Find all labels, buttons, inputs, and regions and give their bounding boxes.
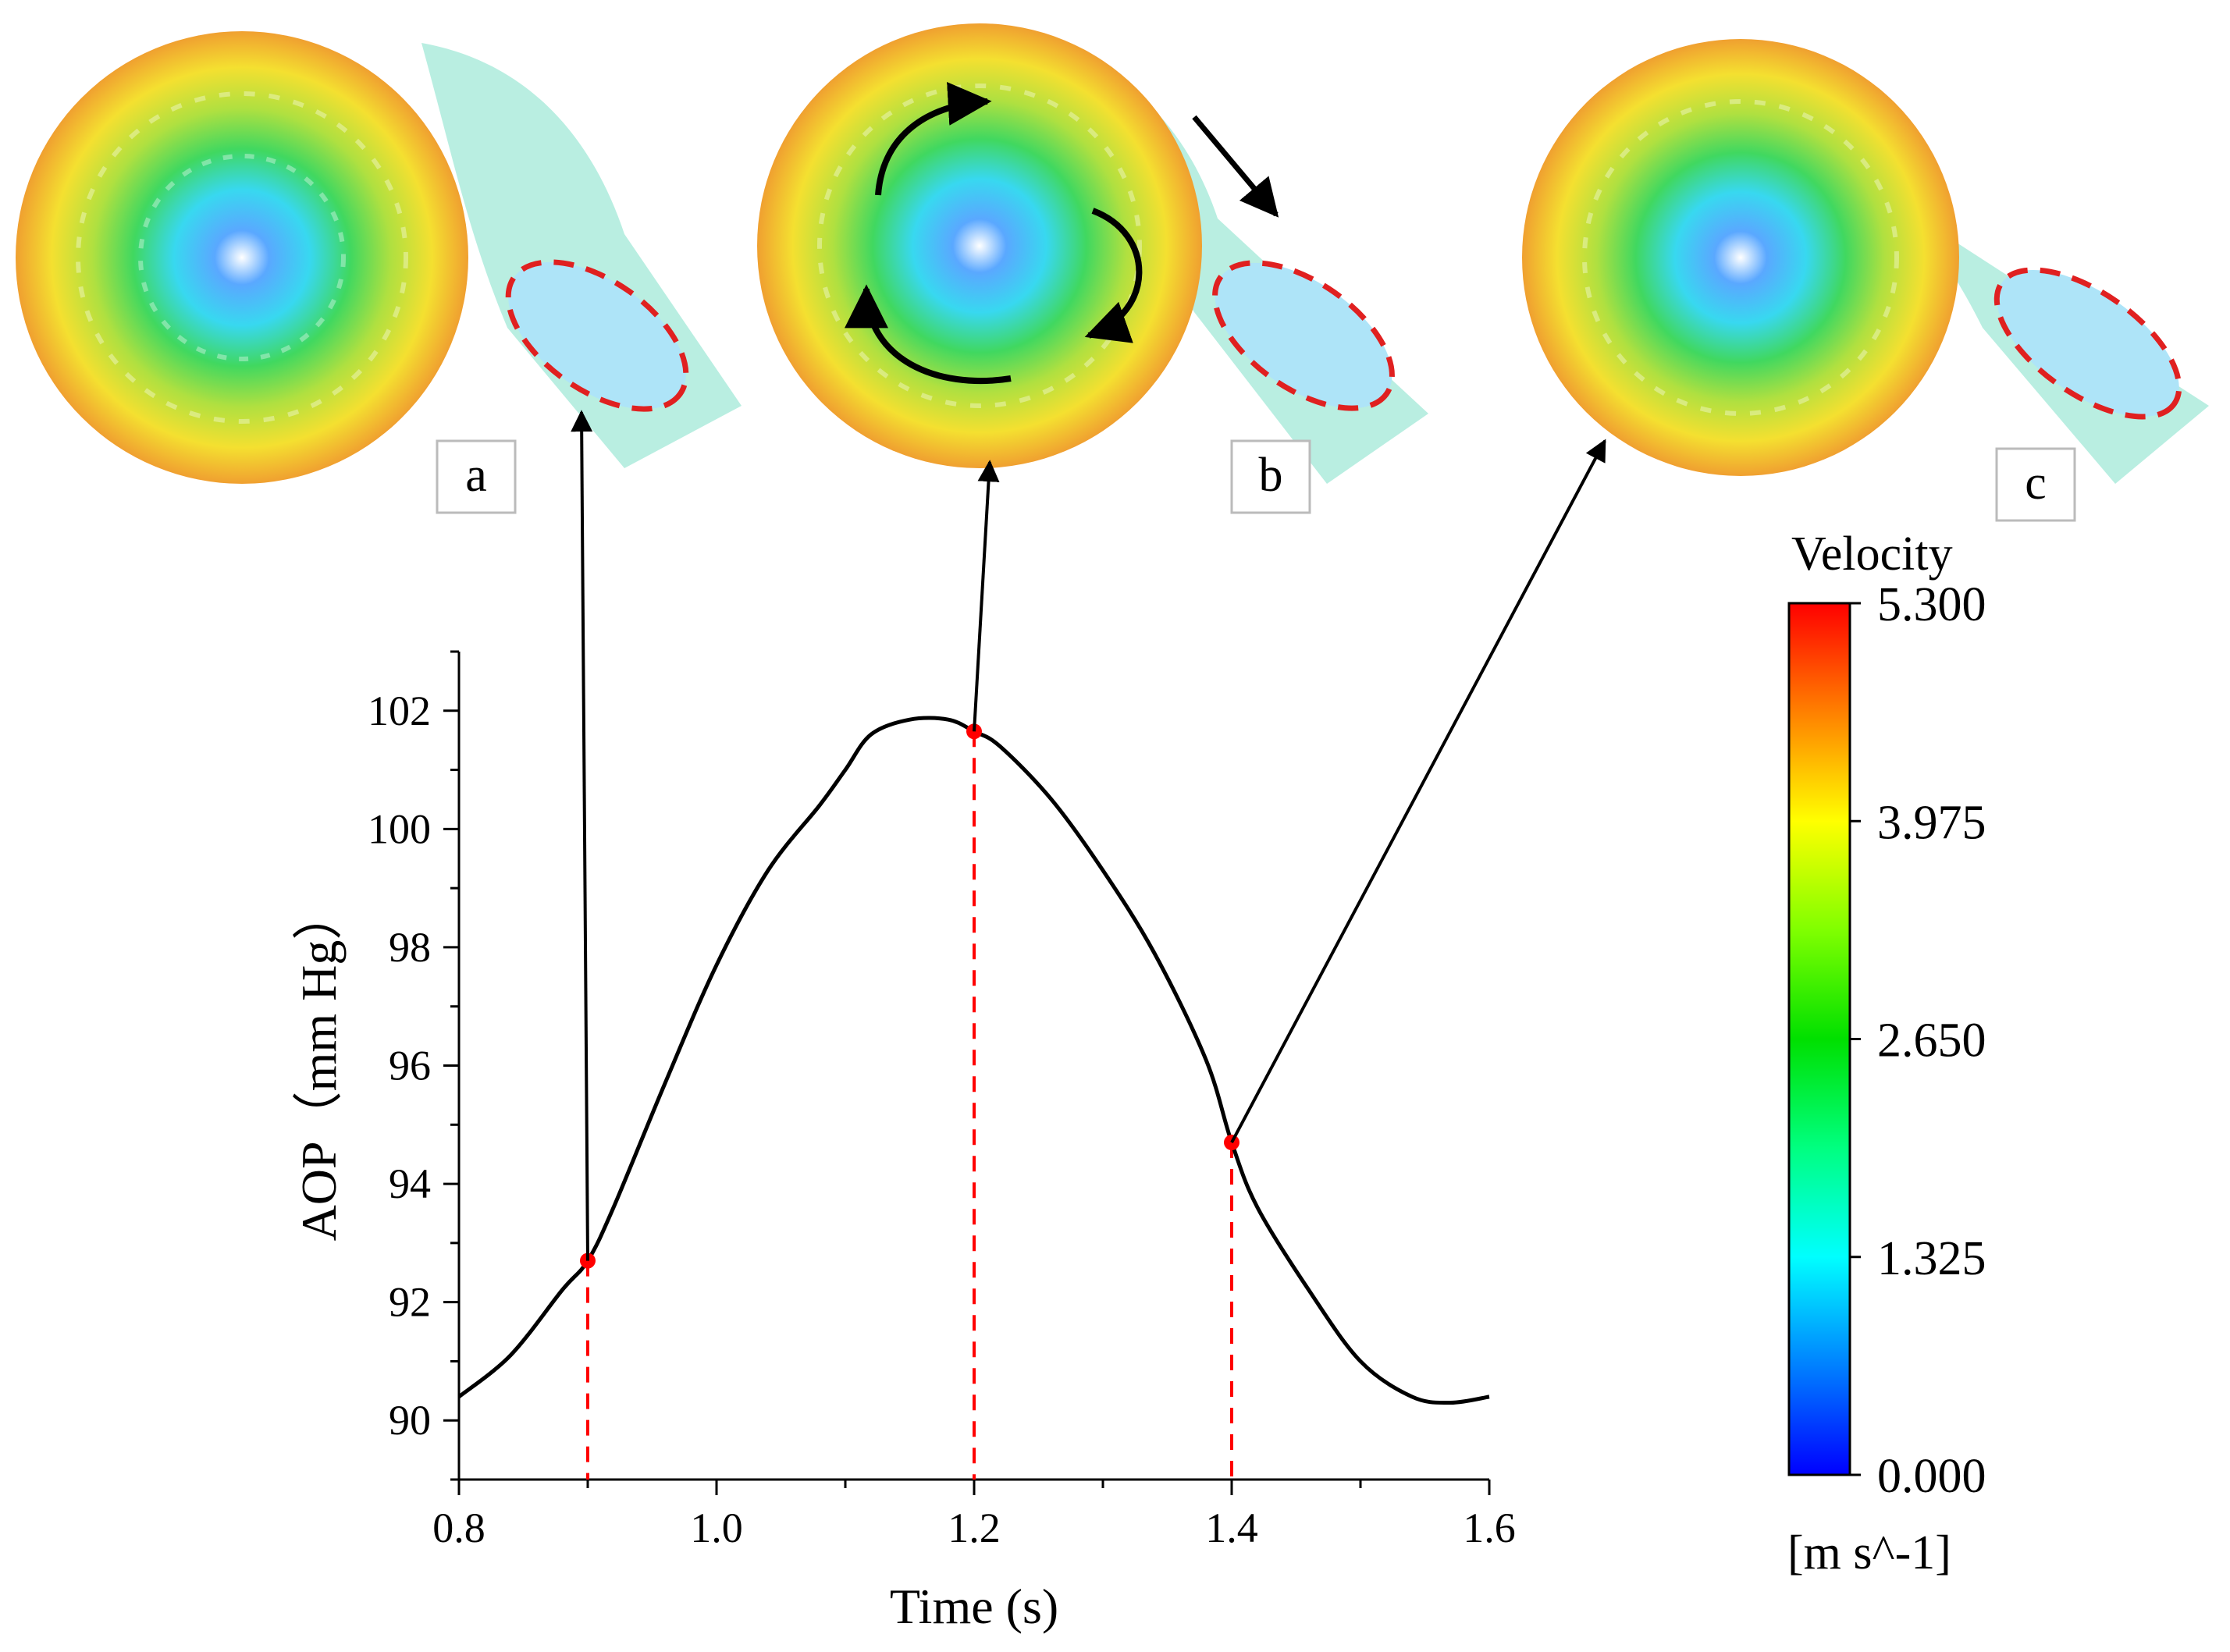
aop-line-chart: 0.8 1.0 1.2 1.4 1.6 90 92 94 96 98 100 102 Time (s)… — [291, 410, 1606, 1634]
colorbar-unit: [m s^-1] — [1787, 1526, 1951, 1579]
panel-label-box-b — [1230, 439, 1311, 514]
vortex-arrow — [845, 284, 1012, 385]
x-axis-title: Time (s) — [890, 1579, 1058, 1634]
colorbar-tick-label: 2.650 — [1877, 1014, 1986, 1068]
panel-label-a: a — [465, 449, 487, 502]
x-tick-label: 0.8 — [432, 1505, 485, 1551]
colorbar-tick-label: 1.325 — [1877, 1232, 1986, 1285]
connector-arrow-c — [1230, 439, 1606, 1143]
colorbar-gradient — [1787, 602, 1851, 1476]
x-tick-label: 1.2 — [948, 1505, 1001, 1551]
y-tick-label: 100 — [368, 805, 431, 852]
connector-arrow-b — [973, 460, 1000, 732]
velocity-colorbar: Velocity 5.300 3.975 2.650 1.325 0.000 [m s^… — [1787, 528, 1986, 1579]
outflow-arrow — [1192, 115, 1279, 218]
y-tick-label: 92 — [389, 1279, 431, 1326]
x-tick-label: 1.0 — [690, 1505, 743, 1551]
panel-label-box-a — [436, 439, 517, 514]
y-tick-label: 90 — [389, 1397, 431, 1444]
y-tick-label: 96 — [389, 1043, 431, 1089]
vortex-arrow — [1084, 208, 1143, 343]
volute-flow-panel-b — [757, 23, 1428, 484]
volute-flow-panel-c — [1522, 39, 2209, 484]
volute-flow-panel-a — [16, 31, 742, 484]
vortex-arrow — [875, 82, 992, 196]
x-tick-label: 1.4 — [1205, 1505, 1258, 1551]
colorbar-tick-label: 0.000 — [1877, 1450, 1986, 1503]
y-axis-title: AOP（mm Hg） — [291, 890, 347, 1242]
x-tick-label: 1.6 — [1463, 1505, 1516, 1551]
colorbar-title: Velocity — [1791, 528, 1953, 581]
panel-label-c: c — [2025, 457, 2047, 510]
panel-label-b: b — [1259, 449, 1283, 502]
y-tick-label: 102 — [368, 687, 431, 734]
panel-label-box-c — [1995, 447, 2076, 522]
y-tick-label: 98 — [389, 924, 431, 971]
colorbar-tick-label: 5.300 — [1877, 578, 1986, 631]
colorbar-tick-label: 3.975 — [1877, 796, 1986, 849]
connector-arrow-a — [571, 410, 593, 1261]
y-tick-label: 94 — [389, 1160, 431, 1207]
